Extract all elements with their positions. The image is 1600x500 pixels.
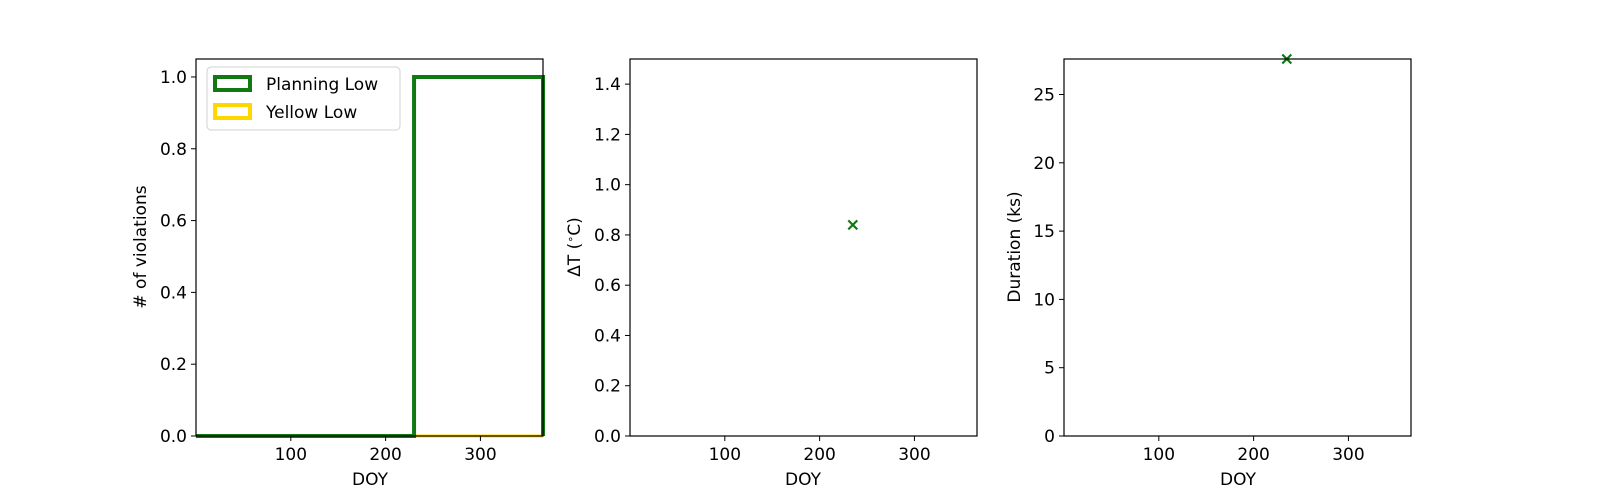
violations-y-tick-label: 0.2: [160, 355, 187, 375]
violations-y-tick-label: 0.0: [160, 427, 187, 447]
legend-label-yellow-low: Yellow Low: [265, 103, 357, 123]
legend-swatch-yellow-low: [213, 103, 252, 120]
duration-y-tick-label: 5: [1044, 359, 1055, 379]
violations-y-axis-label: # of violations: [131, 185, 151, 308]
violations-x-axis-label: DOY: [352, 470, 389, 490]
legend-label-planning-low: Planning Low: [266, 75, 378, 95]
violations-x-tick-label: 100: [275, 445, 307, 465]
delta-t-axes-frame: [629, 58, 978, 437]
duration-axes-frame: [1063, 58, 1412, 437]
duration-y-tick-label: 20: [1033, 154, 1055, 174]
duration-y-axis-label: Duration (ks): [1005, 191, 1025, 302]
delta-t-y-tick-label: 1.4: [594, 75, 621, 95]
legend-frame: [206, 66, 401, 131]
violations-legend: Planning Low Yellow Low: [206, 66, 401, 131]
violations-x-tick-label: 200: [369, 445, 401, 465]
duration-plot-area: 100 200 300 0 5 10 15 20 25: [1033, 53, 1412, 465]
delta-t-y-tick-label: 1.2: [594, 125, 621, 145]
violations-y-tick-label: 1.0: [160, 68, 187, 88]
delta-t-y-tick-label: 0.8: [594, 226, 621, 246]
legend-swatch-planning-low: [213, 75, 252, 92]
delta-t-x-tick-label: 100: [709, 445, 741, 465]
violations-axes-frame: [195, 58, 544, 437]
duration-y-tick-label: 10: [1033, 290, 1055, 310]
delta-t-x-tick-label: 300: [898, 445, 930, 465]
duration-y-tick-label: 25: [1033, 86, 1055, 106]
delta-t-y-tick-label: 0.2: [594, 377, 621, 397]
delta-t-data-point: [847, 219, 859, 231]
delta-t-x-tick-label: 200: [803, 445, 835, 465]
delta-t-y-tick-label: 0.0: [594, 427, 621, 447]
violations-plot-area: 100 200 300 0.0 0.2 0.4 0.6 0.8 1.0: [160, 58, 545, 465]
delta-t-panel: 100 200 300 0.0 0.2 0.4 0.6 0.8 1.0 1.2 1.4 DOY ΔT…: [564, 58, 978, 490]
delta-t-x-axis-label: DOY: [785, 470, 822, 490]
violations-panel: 100 200 300 0.0 0.2 0.4 0.6 0.8 1.0 DOY # of vio…: [131, 58, 545, 490]
duration-y-tick-label: 15: [1033, 222, 1055, 242]
duration-x-tick-label: 100: [1143, 445, 1175, 465]
delta-t-plot-area: 100 200 300 0.0 0.2 0.4 0.6 0.8 1.0 1.2 1.4: [594, 58, 978, 465]
duration-x-axis-label: DOY: [1220, 470, 1257, 490]
delta-t-y-tick-label: 0.6: [594, 276, 621, 296]
duration-y-tick-label: 0: [1044, 427, 1055, 447]
duration-x-tick-label: 200: [1237, 445, 1269, 465]
violations-y-tick-label: 0.6: [160, 212, 187, 232]
duration-panel: 100 200 300 0 5 10 15 20 25 DOY Duration (ks): [1005, 53, 1412, 490]
violations-y-tick-label: 0.4: [160, 283, 187, 303]
violations-x-tick-label: 300: [464, 445, 496, 465]
delta-t-y-tick-label: 1.0: [594, 176, 621, 196]
violations-y-tick-label: 0.8: [160, 140, 187, 160]
duration-x-tick-label: 300: [1332, 445, 1364, 465]
delta-t-y-axis-label: ΔT (∘C): [564, 217, 585, 276]
delta-t-y-tick-label: 0.4: [594, 326, 621, 346]
